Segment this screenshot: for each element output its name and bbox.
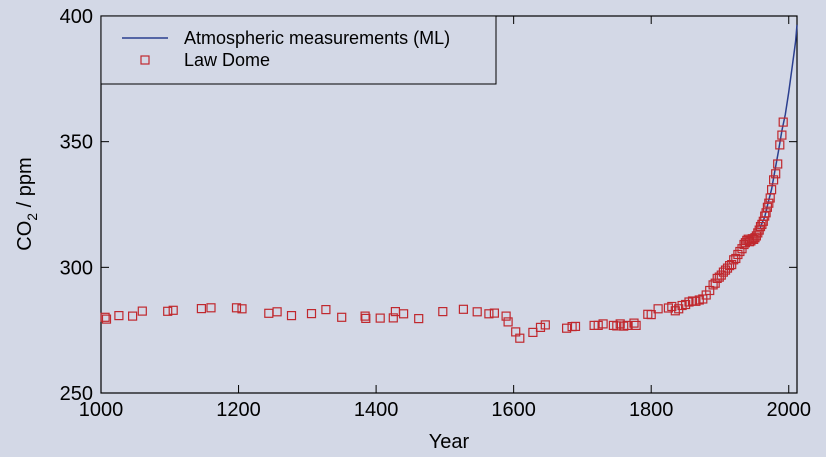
law-dome-marker bbox=[100, 312, 110, 322]
law-dome-marker bbox=[593, 320, 603, 330]
x-tick-label: 1800 bbox=[629, 399, 674, 421]
y-tick-label: 400 bbox=[60, 6, 93, 28]
law-dome-marker bbox=[773, 159, 783, 169]
y-axis-label: CO2 / ppm bbox=[14, 157, 40, 250]
law-dome-marker bbox=[540, 320, 550, 330]
law-dome-marker bbox=[501, 311, 511, 321]
law-dome-marker bbox=[768, 175, 779, 185]
law-dome-marker bbox=[414, 314, 424, 324]
law-dome-marker bbox=[691, 296, 701, 306]
x-axis-label: Year bbox=[429, 431, 470, 453]
law-dome-marker bbox=[489, 308, 499, 318]
law-dome-marker bbox=[196, 304, 206, 314]
law-dome-marker bbox=[438, 307, 448, 317]
legend: Atmospheric measurements (ML) Law Dome bbox=[100, 15, 497, 85]
law-dome-marker bbox=[337, 312, 347, 322]
x-tick-label: 1000 bbox=[79, 399, 124, 421]
legend-label-law-dome: Law Dome bbox=[184, 50, 270, 70]
law-dome-marker bbox=[771, 169, 781, 179]
law-dome-marker bbox=[515, 333, 525, 343]
law-dome-marker bbox=[375, 313, 385, 323]
law-dome-marker bbox=[306, 309, 317, 319]
law-dome-marker bbox=[622, 320, 632, 330]
law-dome-marker bbox=[528, 327, 538, 337]
law-dome-marker bbox=[561, 323, 572, 333]
law-dome-marker bbox=[128, 311, 138, 321]
law-dome-marker bbox=[705, 285, 715, 296]
y-tick-label: 300 bbox=[60, 257, 93, 279]
law-dome-marker bbox=[472, 307, 482, 317]
law-dome-marker bbox=[778, 117, 788, 127]
law-dome-marker bbox=[286, 311, 297, 321]
law-dome-marker bbox=[484, 309, 494, 319]
law-dome-marker bbox=[761, 208, 771, 218]
law-dome-marker bbox=[361, 313, 371, 323]
law-dome-marker bbox=[646, 310, 656, 320]
x-tick-label: 1200 bbox=[216, 399, 261, 421]
y-tick-label: 350 bbox=[60, 132, 93, 154]
law-dome-marker bbox=[360, 311, 370, 321]
law-dome-marker bbox=[598, 319, 608, 329]
law-dome-marker bbox=[231, 303, 242, 313]
law-dome-marker bbox=[751, 231, 762, 241]
law-dome-marker bbox=[399, 309, 409, 319]
law-dome-marker bbox=[503, 317, 513, 327]
law-dome-marker bbox=[570, 321, 581, 331]
law-dome-marker bbox=[629, 318, 639, 328]
law-dome-marker bbox=[777, 130, 787, 140]
law-dome-marker bbox=[766, 185, 777, 195]
law-dome-marker bbox=[755, 222, 766, 232]
x-tick-label: 1600 bbox=[491, 399, 536, 421]
legend-label-atmospheric-measurements: Atmospheric measurements (ML) bbox=[184, 28, 450, 48]
legend-marker-swatch bbox=[140, 55, 150, 65]
law-dome-markers bbox=[100, 117, 788, 343]
law-dome-marker bbox=[101, 314, 112, 324]
law-dome-marker bbox=[168, 305, 178, 315]
law-dome-marker bbox=[388, 313, 398, 323]
law-dome-marker bbox=[764, 198, 774, 208]
plot-content bbox=[100, 24, 798, 343]
law-dome-marker bbox=[237, 304, 247, 314]
legend-box bbox=[100, 15, 497, 85]
y-axis: 250 300 350 400 bbox=[60, 6, 797, 405]
law-dome-marker bbox=[619, 321, 629, 331]
x-axis: 1000 1200 1400 1600 1800 2000 bbox=[79, 16, 811, 421]
law-dome-marker bbox=[663, 303, 674, 313]
law-dome-marker bbox=[458, 304, 468, 314]
law-dome-marker bbox=[775, 140, 785, 150]
law-dome-marker bbox=[206, 303, 216, 313]
x-tick-label: 2000 bbox=[766, 399, 811, 421]
x-tick-label: 1400 bbox=[354, 399, 399, 421]
law-dome-marker bbox=[137, 306, 147, 316]
law-dome-marker bbox=[114, 311, 124, 321]
law-dome-marker bbox=[535, 322, 546, 332]
law-dome-marker bbox=[653, 304, 663, 314]
law-dome-marker bbox=[272, 307, 282, 317]
law-dome-marker bbox=[163, 306, 173, 316]
law-dome-marker bbox=[321, 305, 331, 315]
law-dome-marker bbox=[760, 211, 770, 221]
y-tick-label: 250 bbox=[60, 383, 93, 405]
law-dome-marker bbox=[631, 320, 641, 330]
